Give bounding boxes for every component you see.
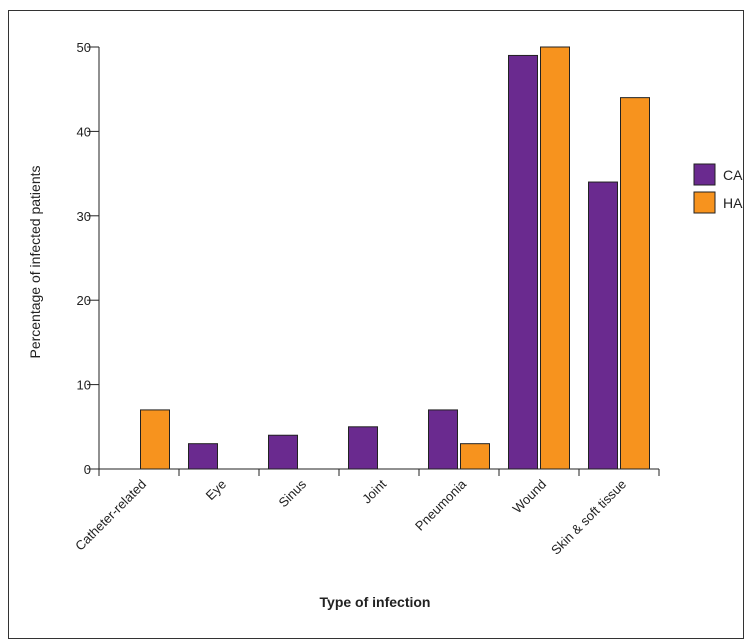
category-labels: Catheter-related Eye Sinus Joint Pneumonia Wo… [72, 476, 629, 558]
x-axis-title: Type of infection [320, 594, 431, 610]
y-tick-label: 40 [77, 124, 91, 139]
legend-label-ha: HA [723, 195, 743, 211]
y-axis-title: Percentage of infected patients [27, 165, 43, 358]
bar-ca-6 [588, 181, 618, 470]
bars-group [140, 46, 650, 470]
y-tick-label: 0 [84, 462, 91, 477]
bar-ca-1 [188, 443, 218, 470]
bar-ca-2 [268, 434, 298, 470]
bar-ha-0 [140, 409, 170, 470]
legend-swatch-ha [693, 191, 716, 214]
legend: CA HA [693, 163, 743, 214]
category-label: Pneumonia [412, 476, 470, 534]
y-tick-label: 50 [77, 40, 91, 55]
bar-ca-3 [348, 426, 378, 470]
y-tick-label: 10 [77, 378, 91, 393]
category-label: Joint [359, 476, 389, 506]
x-axis [98, 468, 660, 476]
bar-ha-5 [540, 46, 570, 470]
category-label: Sinus [276, 476, 310, 510]
bar-ca-5 [508, 54, 538, 470]
y-tick-label: 30 [77, 209, 91, 224]
category-label: Eye [203, 477, 229, 503]
category-label: Catheter-related [72, 477, 149, 554]
bar-ca-4 [428, 409, 458, 470]
y-tick-label: 20 [77, 293, 91, 308]
legend-label-ca: CA [723, 167, 743, 183]
bar-ha-6 [620, 97, 650, 470]
legend-swatch-ca [693, 163, 716, 186]
bar-ha-4 [460, 443, 490, 470]
category-label: Skin & soft tissue [548, 477, 629, 558]
y-axis: 0 10 20 30 40 50 [77, 40, 100, 477]
category-label: Wound [510, 477, 550, 517]
